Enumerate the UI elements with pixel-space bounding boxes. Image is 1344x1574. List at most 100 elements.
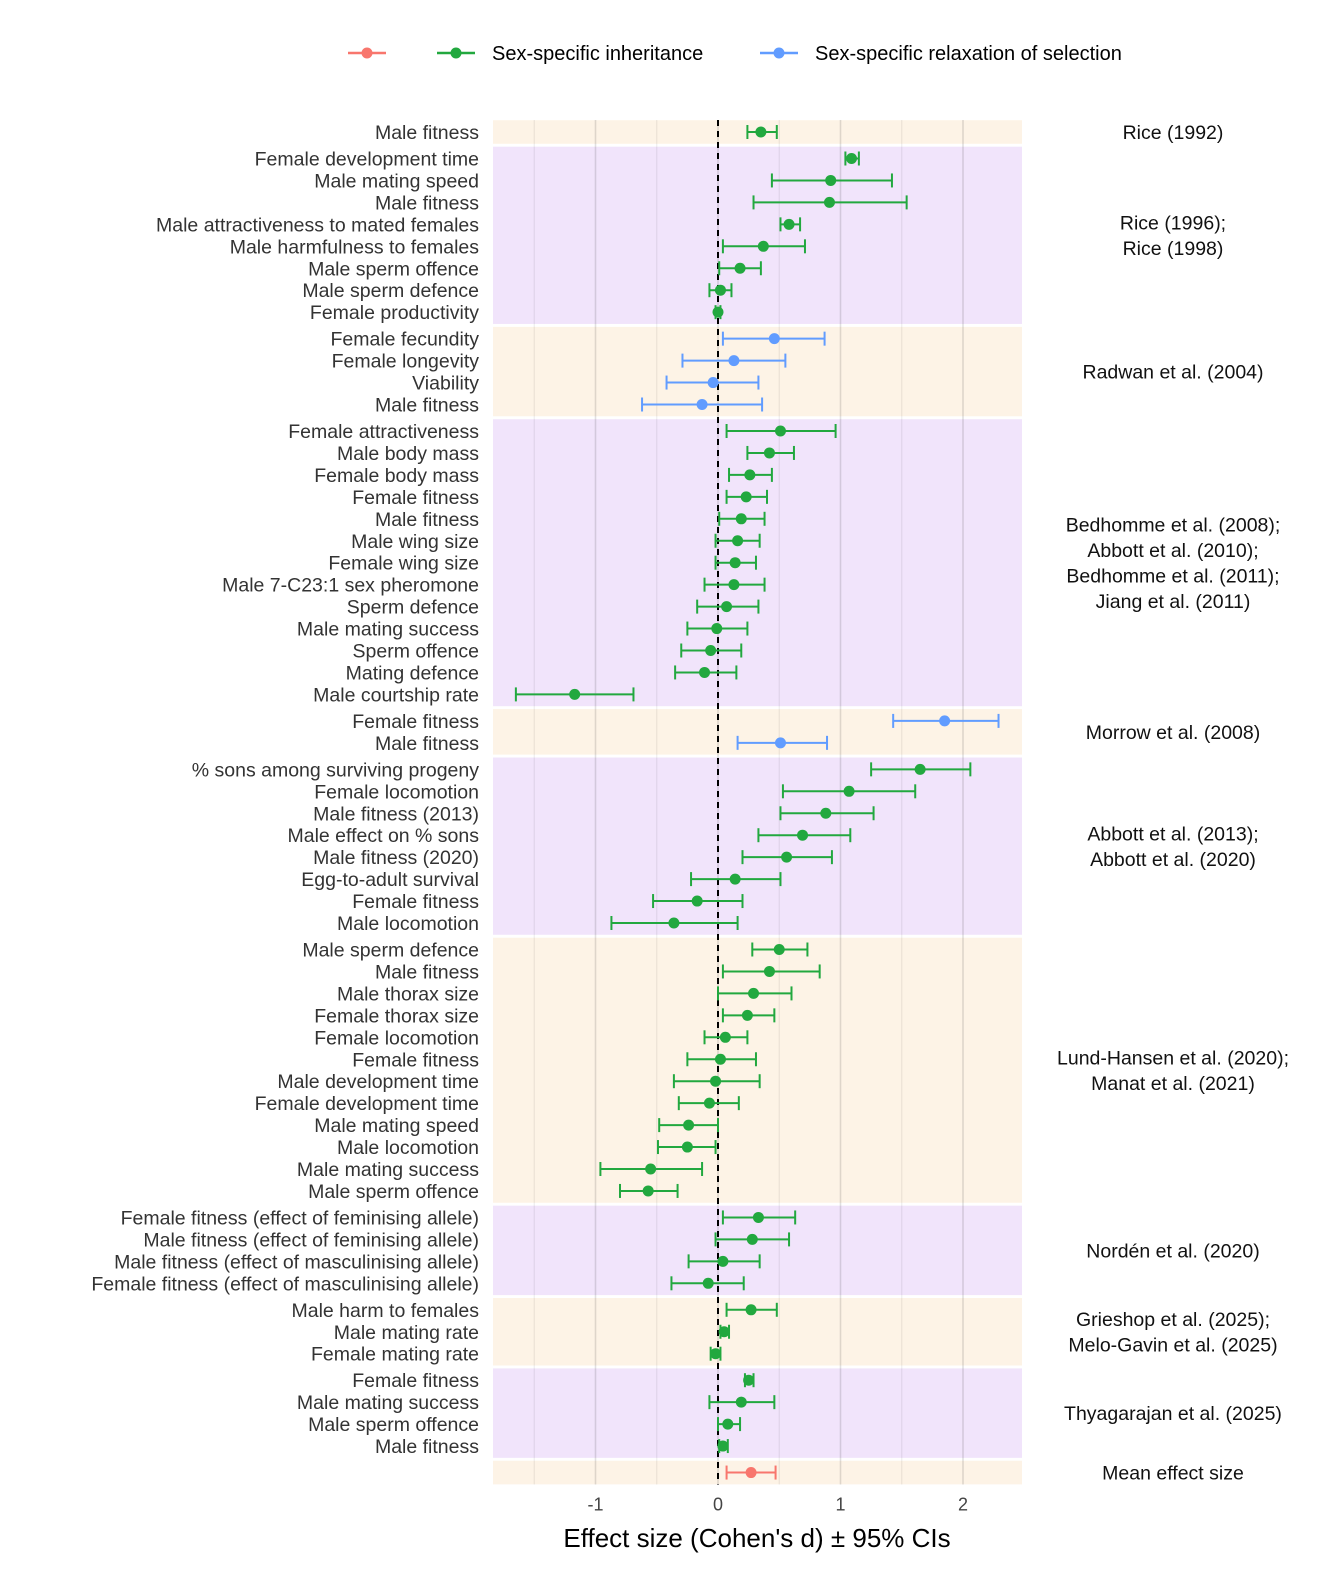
row-label: % sons among surviving progeny [192,759,479,781]
effect-point [823,196,835,208]
row-label: Male mating speed [314,1115,479,1137]
effect-point [797,829,809,841]
effect-point [774,737,786,749]
effect-point [846,153,858,164]
effect-point [714,1053,726,1065]
study-label: Melo-Gavin et al. (2025) [1068,1335,1277,1357]
row-label: Male wing size [351,531,479,553]
row-label: Female mating rate [311,1344,479,1366]
row-label: Male effect on % sons [288,825,480,847]
study-label: Jiang et al. (2011) [1096,591,1251,613]
study-label: Lund-Hansen et al. (2020); [1057,1047,1289,1069]
row-label: Male sperm offence [308,1414,479,1436]
row-label: Female attractiveness [288,421,479,443]
row-label: Female productivity [310,302,479,324]
x-axis-title: Effect size (Cohen's d) ± 95% CIs [563,1523,950,1553]
effect-point [683,1119,695,1131]
row-label: Female thorax size [314,1005,479,1027]
legend-label: Sex-specific inheritance [492,43,703,65]
study-band [493,757,1022,935]
study-band [493,419,1022,707]
row-label: Male courtship rate [313,684,479,706]
effect-point [717,1255,729,1267]
effect-point [569,688,581,700]
row-label: Male fitness (2013) [313,803,479,825]
effect-point [714,284,726,296]
effect-point [825,174,837,186]
effect-point [763,447,775,459]
row-label: Male fitness [375,395,479,417]
effect-point [728,355,740,367]
effect-point [721,601,733,613]
row-label: Female fitness (effect of feminising all… [121,1207,479,1229]
row-label: Male locomotion [337,1137,479,1159]
effect-point [734,262,746,274]
row-label: Female fitness [352,711,479,733]
effect-point [768,333,780,345]
effect-point [773,944,785,955]
row-label: Viability [412,373,479,395]
row-label: Male mating success [297,1159,479,1181]
row-label: Female fecundity [331,329,480,351]
row-label: Egg-to-adult survival [301,869,479,891]
effect-point [741,1009,753,1021]
legend-key-point [450,47,462,59]
effect-point [642,1185,654,1197]
row-label: Female fitness [352,487,479,509]
effect-point [707,377,719,389]
study-label: Abbott et al. (2020) [1090,849,1256,871]
effect-point [735,1396,747,1408]
effect-point [712,306,724,318]
effect-point [746,1233,758,1245]
effect-point [702,1277,714,1289]
row-label: Male fitness [375,961,479,983]
effect-point [774,425,786,437]
row-label: Male mating success [297,619,479,641]
row-label: Male mating rate [334,1322,479,1344]
row-label: Male fitness [375,1436,479,1458]
effect-point [843,785,855,797]
study-label: Radwan et al. (2004) [1082,362,1263,384]
row-label: Mating defence [346,662,479,684]
study-band [493,709,1022,755]
study-label: Bedhomme et al. (2008); [1066,514,1281,536]
effect-point [744,469,756,481]
study-label: Manat et al. (2021) [1091,1073,1255,1095]
row-label: Male mating speed [314,170,479,192]
effect-point [711,623,723,635]
row-label: Male fitness [375,122,479,144]
effect-point [820,807,832,819]
study-label: Rice (1992) [1123,122,1224,144]
row-label: Female wing size [328,553,479,575]
row-label: Sperm defence [347,597,479,619]
effect-point [722,1418,734,1430]
effect-point [699,666,711,678]
study-label: Abbott et al. (2013); [1087,823,1258,845]
effect-point [645,1163,657,1175]
effect-point [696,399,708,410]
study-band [493,1368,1022,1458]
study-label: Morrow et al. (2008) [1086,722,1260,744]
row-label: Male locomotion [337,913,479,935]
x-tick-label: 1 [835,1495,845,1515]
row-label: Female development time [255,1093,479,1115]
row-label: Male development time [277,1071,479,1093]
effect-point [748,987,760,999]
row-label: Female body mass [314,465,479,487]
row-label: Sperm offence [353,641,479,663]
effect-point [757,240,769,252]
effect-point [745,1304,757,1316]
row-label: Male thorax size [337,983,479,1005]
row-label: Male fitness (effect of masculinising al… [114,1251,479,1273]
row-label: Female locomotion [314,781,479,803]
study-label: Rice (1996); [1120,213,1226,235]
study-band [493,326,1022,417]
effect-point [752,1211,764,1223]
row-label: Female fitness (effect of masculinising … [91,1273,479,1295]
study-label: Nordén et al. (2020) [1086,1240,1259,1262]
study-label: Bedhomme et al. (2011); [1066,565,1279,587]
effect-point [755,126,767,138]
effect-point [740,491,752,503]
row-label: Male sperm defence [302,940,479,962]
legend-key-point [361,47,373,59]
